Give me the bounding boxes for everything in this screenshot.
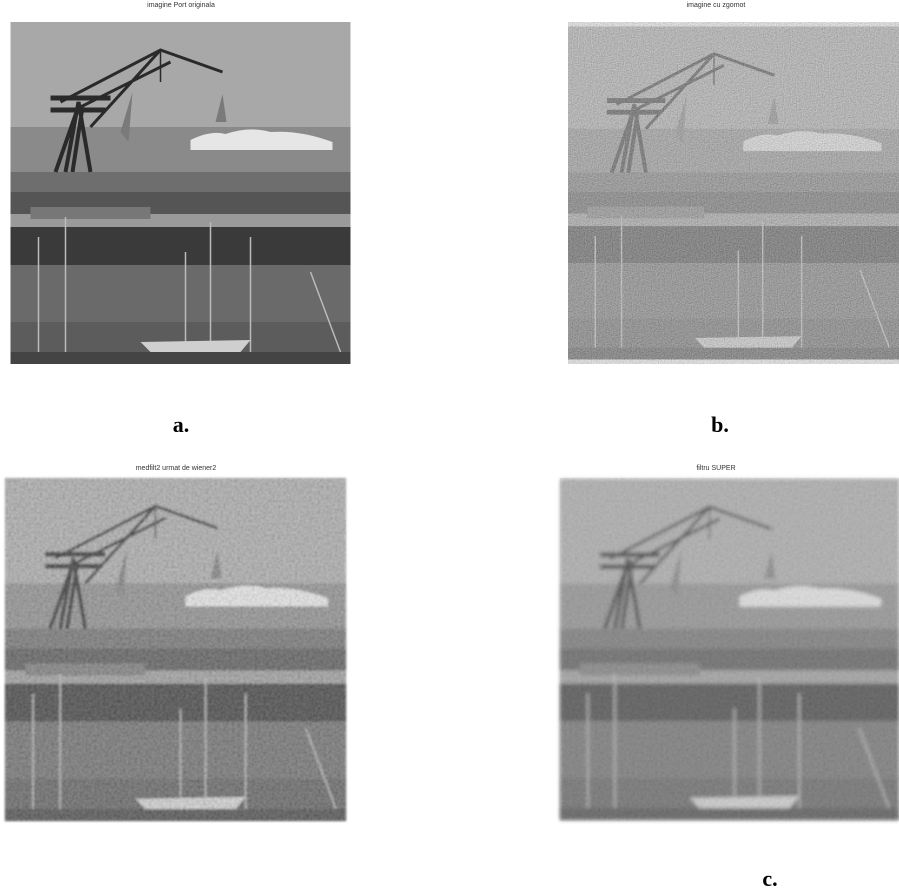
panel-label: b. <box>711 412 729 437</box>
image <box>11 22 351 364</box>
figure: imagine Port originala imagine cu zgomot… <box>0 0 899 894</box>
panel-title: medfilt2 urmat de wiener2 <box>136 465 217 472</box>
panel-label: c. <box>762 866 777 891</box>
image <box>568 22 899 364</box>
page: imagine Port originala imagine cu zgomot… <box>0 0 899 894</box>
panel-title: filtru SUPER <box>696 465 735 472</box>
panel-title: imagine cu zgomot <box>687 2 746 9</box>
panel-title: imagine Port originala <box>147 2 215 9</box>
image <box>5 478 346 821</box>
panel-label: a. <box>173 412 190 437</box>
image <box>560 478 899 821</box>
